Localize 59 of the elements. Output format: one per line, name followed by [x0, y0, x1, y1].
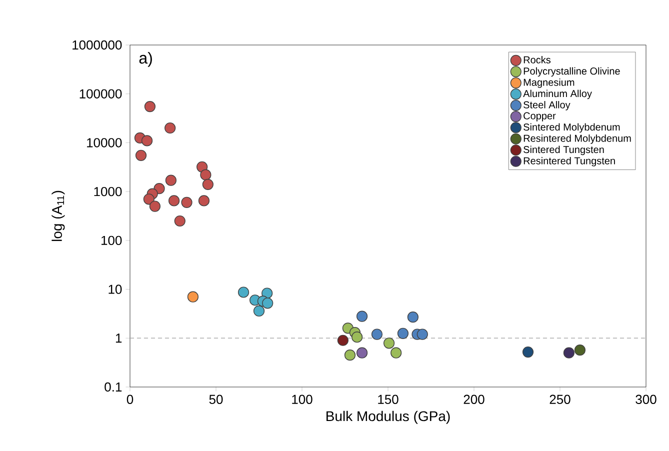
point — [202, 178, 214, 190]
legend-label: Resintered Tungsten — [524, 156, 615, 166]
point — [253, 305, 265, 317]
x-tick-label: 250 — [550, 394, 570, 404]
point — [187, 291, 199, 302]
point — [351, 332, 363, 343]
point — [397, 328, 409, 339]
point — [165, 174, 176, 186]
x-tick-label: 200 — [464, 394, 484, 404]
legend-label: Sintered Molybdenum — [524, 123, 620, 133]
point — [371, 328, 383, 340]
point — [200, 169, 212, 180]
y-tick-label: 10 — [108, 284, 122, 294]
point — [337, 334, 348, 346]
x-axis-title: Bulk Modulus (GPa) — [326, 410, 450, 424]
legend-label: Sintered Tungsten — [524, 146, 604, 156]
x-tick-label: 150 — [378, 394, 398, 404]
point — [356, 347, 368, 358]
point — [407, 312, 418, 323]
y-tick-label: 0.1 — [104, 382, 122, 392]
point — [149, 200, 160, 212]
point — [181, 196, 192, 208]
y-tick-label: 10000 — [87, 138, 122, 148]
y-tick-label: 1000000 — [72, 40, 122, 50]
legend-label: Resintered Molybdenum — [524, 134, 631, 144]
y-tick-label: 100000 — [80, 89, 122, 98]
point — [164, 122, 176, 134]
point — [262, 298, 274, 309]
point — [143, 194, 154, 205]
legend-label: Aluminum Alloy — [523, 90, 592, 100]
point — [522, 346, 534, 358]
point — [356, 310, 368, 322]
point — [238, 286, 250, 298]
point — [198, 195, 210, 206]
point — [135, 150, 147, 161]
legend-label: Steel Alloy — [524, 101, 570, 110]
annotation: a) — [139, 52, 152, 67]
point — [344, 350, 356, 361]
point — [563, 347, 574, 358]
y-tick-label: 100 — [102, 236, 122, 246]
x-tick-label: 0 — [126, 394, 134, 404]
point — [390, 347, 402, 358]
x-tick-label: 50 — [209, 394, 223, 404]
point — [168, 195, 180, 206]
point — [574, 344, 586, 356]
point — [383, 338, 395, 349]
y-axis-title: log (A$_{11}$) — [52, 190, 65, 242]
legend-label: Copper — [524, 112, 556, 122]
legend-label: Rocks — [524, 56, 551, 64]
y-tick-label: 1000 — [94, 186, 122, 196]
legend-label: Polycrystalline Olivine — [524, 67, 620, 77]
y-tick-label: 1 — [116, 334, 122, 343]
point — [144, 100, 156, 112]
legend-label: Magnesium — [524, 78, 574, 88]
point — [141, 135, 153, 146]
point — [174, 215, 186, 227]
x-tick-label: 300 — [636, 394, 656, 404]
point — [416, 328, 428, 340]
x-tick-label: 100 — [292, 394, 312, 404]
